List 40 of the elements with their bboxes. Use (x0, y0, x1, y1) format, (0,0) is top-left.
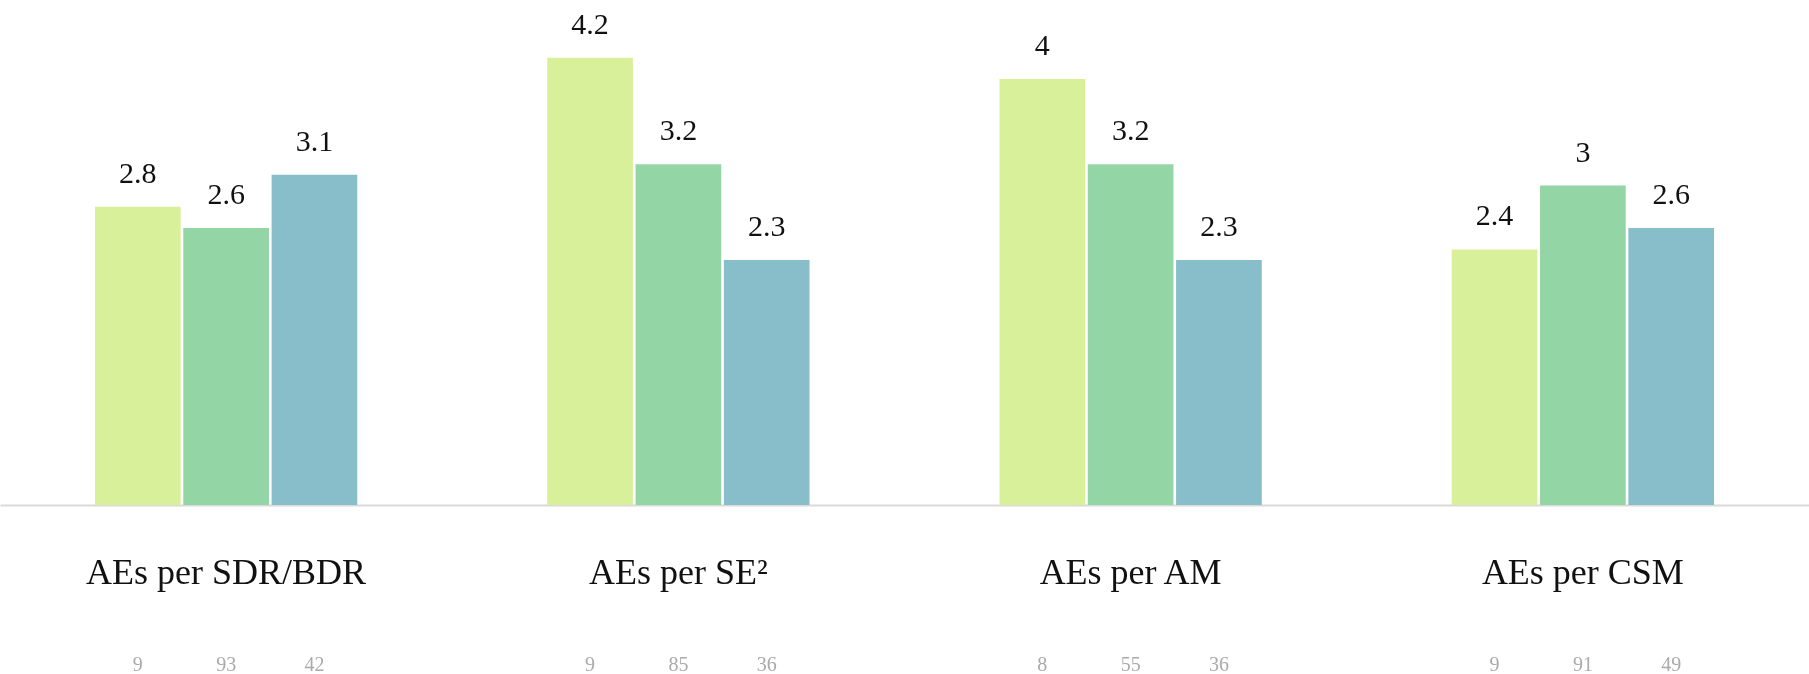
x-tick-label: AEs per SDR/BDR (86, 551, 367, 592)
data-label: 4 (1034, 28, 1050, 62)
bar (1451, 249, 1538, 505)
text: 9 (585, 653, 596, 674)
text: 9 (132, 653, 143, 674)
bar (1628, 228, 1715, 505)
bar (547, 57, 633, 505)
x-tick-label: AEs per AM (1039, 551, 1222, 592)
text: 8 (1037, 653, 1048, 674)
bar (1176, 260, 1262, 505)
text: 93 (216, 653, 237, 674)
data-label: 3.1 (295, 123, 334, 157)
bar (1087, 164, 1174, 505)
bar (999, 79, 1086, 505)
data-label: 3.2 (1111, 113, 1150, 147)
data-label: 3 (1575, 134, 1591, 168)
bar (635, 164, 722, 505)
data-label: 2.4 (1475, 198, 1514, 232)
text: 42 (304, 653, 325, 674)
data-label: 2.8 (119, 155, 157, 189)
data-label: 3.2 (659, 113, 698, 147)
bar (94, 206, 181, 505)
x-tick-label: AEs per SE² (588, 551, 768, 592)
text: 36 (756, 653, 777, 674)
data-label: 2.3 (747, 209, 786, 243)
bar (1540, 185, 1626, 505)
bar (723, 260, 810, 505)
text: 55 (1120, 653, 1141, 674)
text: 85 (668, 653, 689, 674)
data-label: 2.6 (207, 177, 245, 211)
text: 9 (1489, 653, 1500, 674)
data-label: 2.3 (1200, 209, 1238, 243)
bar (183, 228, 269, 505)
x-tick-label: AEs per CSM (1481, 551, 1684, 592)
bar (271, 174, 358, 505)
text: 49 (1661, 653, 1682, 674)
text: 91 (1572, 653, 1593, 674)
data-label: 4.2 (571, 6, 609, 40)
data-label: 2.6 (1652, 177, 1690, 211)
text: 36 (1208, 653, 1229, 674)
